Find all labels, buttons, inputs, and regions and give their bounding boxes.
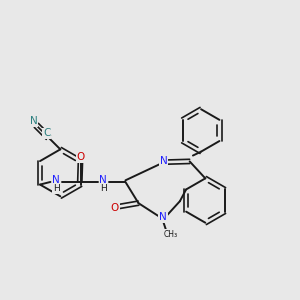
Text: H: H <box>53 184 60 193</box>
Text: H: H <box>100 184 106 193</box>
Text: N: N <box>99 175 107 185</box>
Text: N: N <box>52 175 60 185</box>
Text: C: C <box>43 128 50 138</box>
Text: N: N <box>159 212 167 222</box>
Text: CH₃: CH₃ <box>164 230 178 239</box>
Text: O: O <box>76 152 85 162</box>
Text: O: O <box>111 203 119 213</box>
Text: N: N <box>30 116 38 127</box>
Text: N: N <box>160 156 167 167</box>
